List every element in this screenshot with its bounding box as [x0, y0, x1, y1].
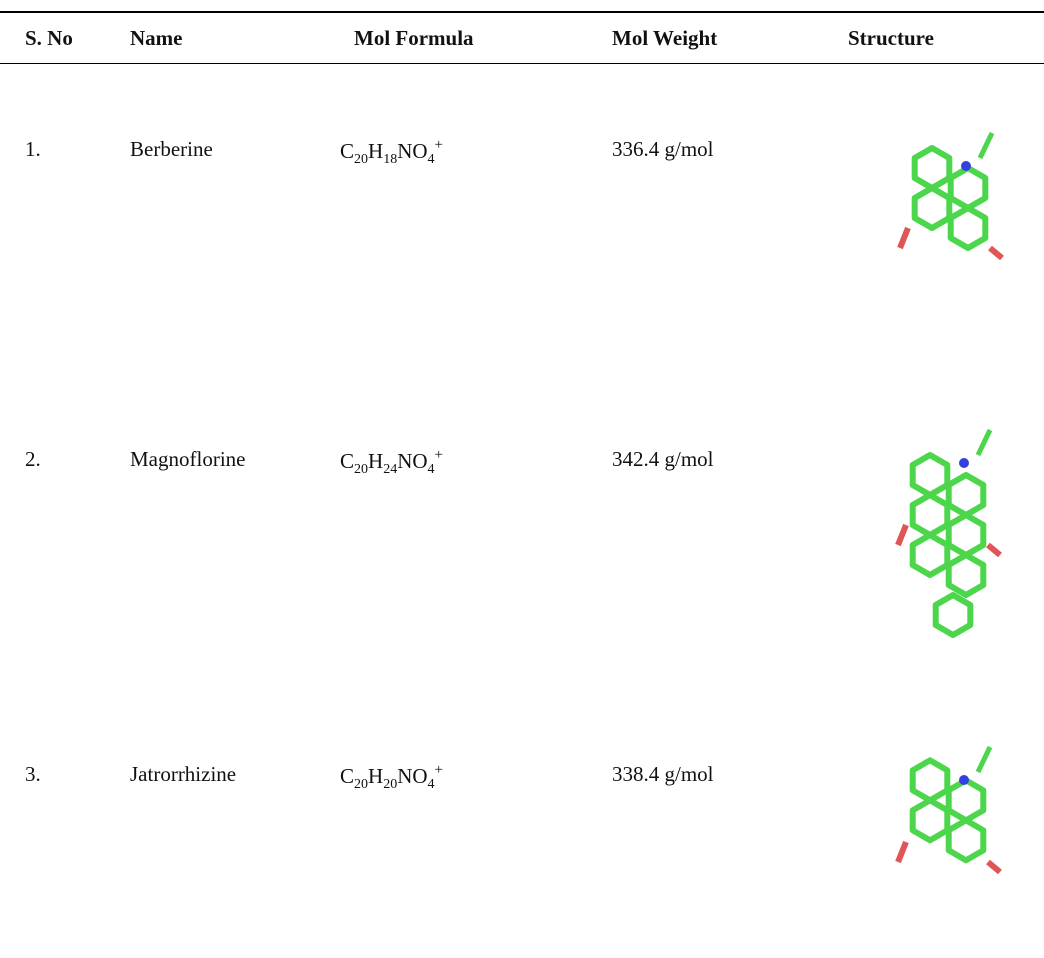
formula-part: NO	[397, 139, 427, 163]
serial-number: 2.	[25, 447, 41, 472]
header-rule	[0, 63, 1044, 64]
ring	[949, 555, 984, 595]
formula-part: H	[368, 139, 383, 163]
serial-number: 3.	[25, 762, 41, 787]
formula-part: 24	[383, 462, 397, 477]
ring	[951, 208, 986, 248]
oxygen-bond	[898, 842, 906, 862]
nitrogen	[959, 458, 969, 468]
compound-name: Berberine	[130, 137, 213, 162]
formula-part: 4	[428, 152, 435, 167]
header-cell: Mol Formula	[354, 26, 474, 51]
mol-weight: 336.4 g/mol	[612, 137, 714, 162]
formula-part: NO	[397, 764, 427, 788]
ring	[949, 780, 984, 820]
oxygen-bond	[988, 545, 1000, 555]
compound-name: Magnoflorine	[130, 447, 245, 472]
ring	[949, 820, 984, 860]
ring	[915, 188, 950, 228]
structure-image	[878, 732, 1018, 947]
ring	[949, 475, 984, 515]
header-cell: Structure	[848, 26, 934, 51]
page: S. No Name Mol Formula Mol Weight Struct…	[0, 0, 1044, 958]
formula-part: +	[435, 447, 443, 463]
formula-part: 4	[428, 462, 435, 477]
serial-number: 1.	[25, 137, 41, 162]
mol-formula: C20H18NO4+	[340, 137, 443, 168]
ring	[913, 455, 948, 495]
nitrogen	[959, 775, 969, 785]
ring	[913, 495, 948, 535]
formula-part: 20	[354, 777, 368, 792]
formula-part: H	[368, 764, 383, 788]
oxygen-bond	[990, 248, 1002, 258]
structure-image	[880, 118, 1020, 343]
ring	[913, 800, 948, 840]
formula-part: NO	[397, 449, 427, 473]
ring	[951, 168, 986, 208]
formula-part: +	[435, 762, 443, 778]
formula-part: H	[368, 449, 383, 473]
formula-part: C	[340, 764, 354, 788]
oxygen-bond	[898, 525, 906, 545]
formula-part: 4	[428, 777, 435, 792]
bond	[978, 430, 990, 455]
ring	[913, 760, 948, 800]
formula-part: C	[340, 449, 354, 473]
formula-part: 20	[354, 462, 368, 477]
mol-weight: 342.4 g/mol	[612, 447, 714, 472]
formula-part: C	[340, 139, 354, 163]
oxygen-bond	[900, 228, 908, 248]
ring	[913, 535, 948, 575]
formula-part: +	[435, 137, 443, 153]
ring	[936, 595, 971, 635]
header-cell: Mol Weight	[612, 26, 717, 51]
header-cell: Name	[130, 26, 182, 51]
structure-image	[878, 415, 1018, 700]
header-cell: S. No	[25, 26, 73, 51]
formula-part: 20	[383, 777, 397, 792]
mol-weight: 338.4 g/mol	[612, 762, 714, 787]
formula-part: 20	[354, 152, 368, 167]
top-rule	[0, 11, 1044, 13]
ring	[949, 515, 984, 555]
ring	[915, 148, 950, 188]
oxygen-bond	[988, 862, 1000, 872]
bond	[980, 133, 992, 158]
bond	[978, 747, 990, 772]
mol-formula: C20H20NO4+	[340, 762, 443, 793]
formula-part: 18	[383, 152, 397, 167]
mol-formula: C20H24NO4+	[340, 447, 443, 478]
compound-name: Jatrorrhizine	[130, 762, 236, 787]
nitrogen	[961, 161, 971, 171]
